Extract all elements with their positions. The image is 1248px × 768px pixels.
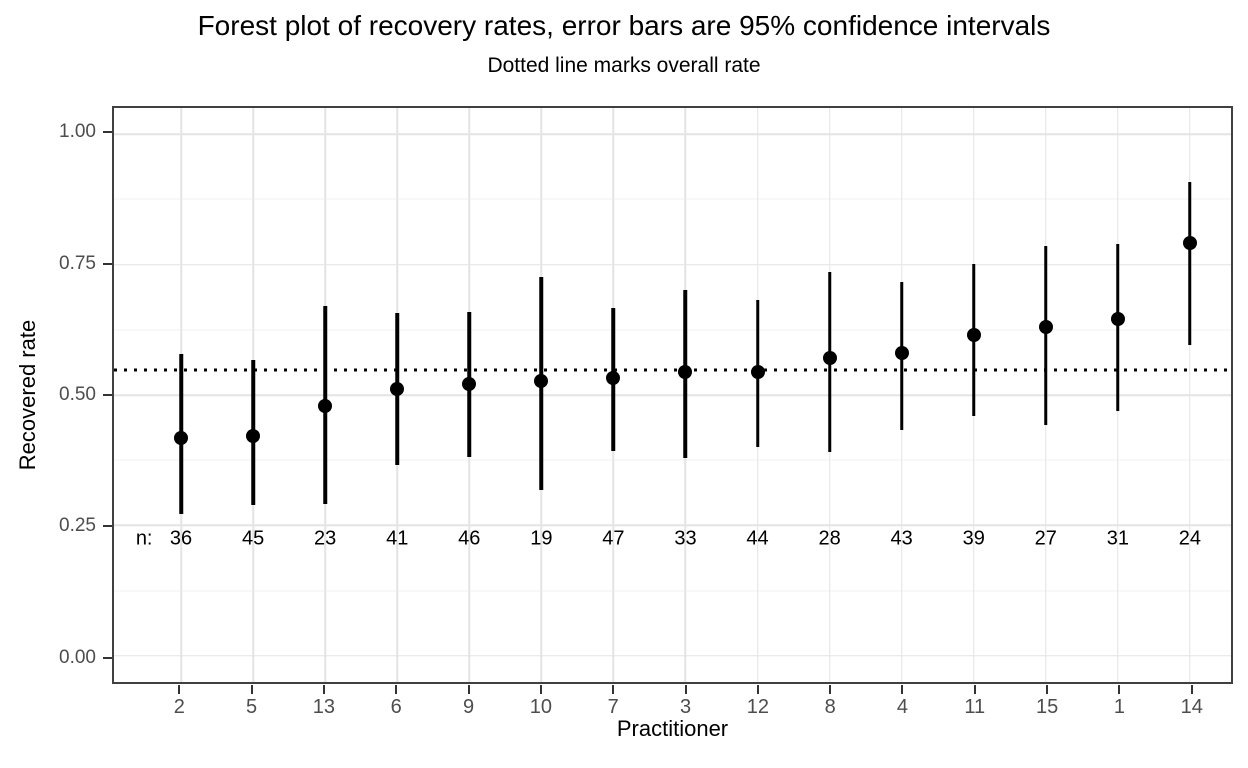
- y-tick: [103, 394, 112, 396]
- n-label: 27: [1034, 527, 1057, 549]
- n-label: 33: [674, 527, 697, 549]
- x-tick-label: 1: [1113, 696, 1126, 718]
- n-label: 46: [458, 527, 481, 549]
- x-tick-label: 14: [1180, 696, 1203, 718]
- n-label: 24: [1178, 527, 1202, 549]
- x-tick: [901, 685, 904, 694]
- gridline-minor: [114, 329, 1231, 331]
- y-tick: [103, 262, 112, 265]
- x-tick-label: 9: [462, 696, 475, 718]
- x-tick-label: 2: [173, 696, 185, 718]
- x-tick: [684, 685, 687, 694]
- x-tick: [395, 685, 398, 694]
- data-point: [678, 364, 693, 379]
- y-tick: [103, 656, 112, 659]
- gridline-major: [114, 263, 1231, 266]
- n-label: 43: [890, 527, 913, 549]
- gridline-major: [114, 524, 1231, 527]
- n-label: 45: [241, 527, 265, 549]
- x-tick: [539, 685, 542, 694]
- n-label: 31: [1106, 527, 1129, 549]
- gridline-minor: [114, 459, 1231, 461]
- n-prefix-label: n:: [135, 527, 153, 549]
- x-tick-label: 8: [824, 696, 836, 718]
- gridline-vertical: [1189, 108, 1191, 682]
- x-tick-label: 3: [679, 696, 692, 718]
- plot-subtitle: Dotted line marks overall rate: [487, 54, 761, 77]
- data-point: [390, 381, 405, 396]
- n-label: 19: [530, 527, 553, 549]
- plot-panel: 36 45 23 41 46 19 47 33 44 28 43 39 27 31 24 n:: [112, 106, 1233, 684]
- x-tick-label: 11: [964, 696, 986, 718]
- y-tick: [103, 525, 112, 528]
- x-tick: [973, 685, 976, 694]
- overall-rate-line: [114, 368, 1231, 372]
- n-label: 36: [169, 527, 193, 549]
- x-tick: [829, 685, 832, 694]
- error-bar: [1188, 182, 1192, 345]
- x-tick: [612, 685, 615, 694]
- x-axis-title: Practitioner: [616, 716, 729, 741]
- data-point: [1038, 320, 1053, 335]
- x-tick: [322, 685, 325, 694]
- y-tick-label: 0.00: [59, 646, 96, 668]
- n-label: 28: [818, 527, 841, 549]
- data-point: [894, 345, 909, 360]
- y-tick-label: 0.75: [59, 252, 96, 274]
- x-tick-label: 6: [390, 696, 402, 718]
- n-label: 41: [386, 527, 409, 549]
- n-label: 47: [602, 527, 625, 549]
- x-tick-label: 12: [746, 696, 769, 718]
- error-bar: [1116, 244, 1120, 412]
- x-tick: [250, 685, 253, 694]
- gridline-minor: [114, 198, 1231, 200]
- x-tick: [178, 685, 181, 694]
- data-point: [750, 364, 765, 379]
- data-point: [462, 376, 477, 391]
- data-point: [966, 327, 981, 342]
- data-point: [822, 350, 837, 365]
- x-tick: [1118, 685, 1121, 694]
- x-tick-label: 10: [529, 696, 552, 718]
- y-tick-label: 1.00: [59, 121, 96, 143]
- x-tick-label: 4: [896, 696, 909, 718]
- n-label: 44: [746, 527, 769, 549]
- gridline-minor: [114, 590, 1231, 592]
- y-tick: [103, 131, 112, 134]
- error-bar: [1044, 246, 1048, 425]
- data-point: [606, 371, 621, 386]
- data-point: [174, 431, 189, 446]
- x-tick: [1046, 685, 1049, 694]
- x-tick: [756, 685, 759, 694]
- gridline-major: [114, 394, 1231, 396]
- x-tick-label: 5: [246, 696, 258, 718]
- gridline-major: [114, 133, 1231, 135]
- y-tick-label: 0.50: [59, 384, 96, 405]
- plot-title: Forest plot of recovery rates, error bar…: [197, 10, 1051, 41]
- x-tick: [467, 685, 470, 694]
- x-tick: [1190, 685, 1193, 694]
- gridline-major: [114, 655, 1231, 657]
- x-tick-label: 13: [312, 696, 336, 718]
- data-point: [1110, 312, 1125, 327]
- y-tick-label: 0.25: [59, 515, 96, 537]
- n-label: 39: [962, 527, 985, 549]
- x-tick-label: 15: [1036, 696, 1059, 718]
- n-label: 23: [314, 527, 337, 549]
- data-point: [246, 428, 261, 443]
- data-point: [534, 374, 549, 389]
- x-tick-label: 7: [607, 696, 619, 718]
- data-point: [318, 399, 333, 414]
- data-point: [1182, 235, 1197, 250]
